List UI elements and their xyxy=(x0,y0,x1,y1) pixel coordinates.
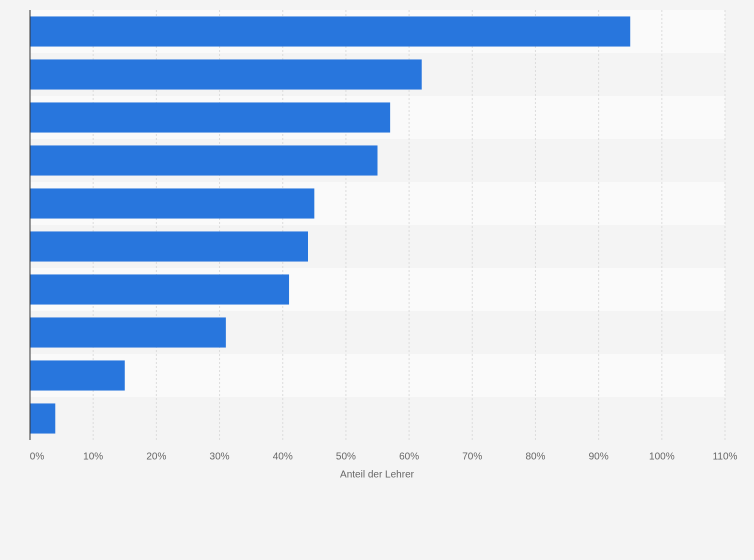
x-axis-label: Anteil der Lehrer xyxy=(340,470,415,481)
row-stripe xyxy=(30,397,725,440)
bar xyxy=(30,360,125,391)
x-tick-label: 100% xyxy=(649,452,675,463)
x-tick-label: 20% xyxy=(146,452,166,463)
x-tick-label: 70% xyxy=(462,452,482,463)
bar xyxy=(30,317,226,348)
row-stripe xyxy=(30,354,725,397)
x-tick-label: 80% xyxy=(525,452,545,463)
x-tick-label: 0% xyxy=(30,452,45,463)
x-tick-label: 50% xyxy=(336,452,356,463)
bar xyxy=(30,231,308,262)
x-tick-label: 40% xyxy=(273,452,293,463)
bar xyxy=(30,102,391,133)
x-tick-label: 90% xyxy=(589,452,609,463)
bar xyxy=(30,145,378,176)
bar xyxy=(30,188,315,219)
x-tick-label: 110% xyxy=(713,452,738,463)
bar xyxy=(30,403,56,434)
x-tick-label: 60% xyxy=(399,452,419,463)
bar xyxy=(30,59,422,90)
bar xyxy=(30,274,290,305)
bar xyxy=(30,16,631,47)
x-tick-label: 10% xyxy=(83,452,103,463)
x-tick-label: 30% xyxy=(210,452,230,463)
